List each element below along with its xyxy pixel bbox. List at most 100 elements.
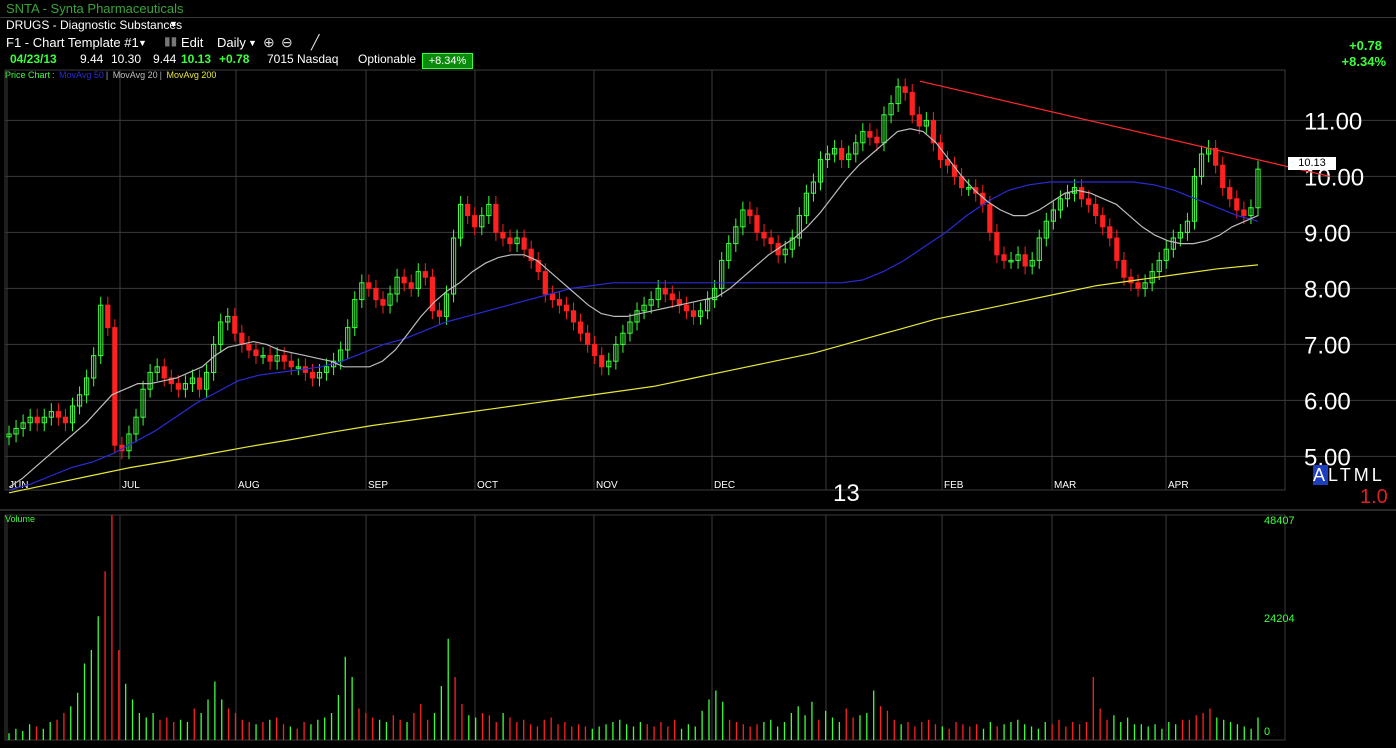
pencil-icon[interactable]: ╱ — [311, 34, 320, 50]
scale-button-t[interactable]: T — [1339, 465, 1354, 485]
candle — [27, 416, 33, 424]
y-tick-label: 11.00 — [1304, 108, 1362, 135]
candle — [316, 371, 323, 379]
legend-ma20[interactable]: MovAvg 20 — [112, 70, 158, 80]
candle — [288, 360, 294, 368]
candle — [683, 304, 690, 312]
candle — [450, 237, 457, 295]
candle — [1135, 282, 1141, 289]
candle — [1156, 259, 1162, 273]
quote-high: 10.30 — [111, 52, 142, 66]
candle — [697, 310, 704, 317]
candle — [76, 394, 83, 407]
legend-separator: | — [159, 70, 162, 80]
sector-bar[interactable]: DRUGS - Diagnostic Substances ▼ — [0, 17, 1396, 33]
candle — [309, 371, 316, 379]
candle — [147, 371, 153, 390]
chart-template-dropdown[interactable]: F1 - Chart Template #1 — [6, 35, 139, 50]
candle — [803, 192, 810, 217]
optionable-label: Optionable — [358, 52, 417, 66]
candle — [486, 203, 492, 217]
candle — [323, 366, 330, 373]
candle — [267, 355, 273, 362]
scale-button-a[interactable]: A — [1313, 465, 1329, 485]
candle — [140, 388, 146, 418]
candle — [443, 293, 450, 317]
scale-button-l-2[interactable]: L — [1371, 465, 1385, 485]
candle — [6, 433, 12, 438]
candle — [1220, 164, 1226, 189]
candle — [112, 327, 118, 446]
candle — [1093, 203, 1099, 217]
candle — [592, 343, 598, 357]
candle — [408, 282, 414, 289]
interval-dropdown[interactable]: Daily — [217, 35, 246, 50]
scale-button-m[interactable]: M — [1353, 465, 1372, 485]
legend-ma200[interactable]: MovAvg 200 — [166, 70, 217, 80]
candle — [747, 209, 753, 217]
candle — [1036, 237, 1042, 261]
candle — [874, 136, 880, 144]
candle — [479, 215, 485, 228]
candle — [909, 91, 915, 116]
candle — [359, 282, 365, 301]
candle — [218, 321, 224, 345]
candle — [1234, 198, 1240, 211]
candle — [493, 203, 499, 233]
zoom-in-icon[interactable]: ⊕ — [263, 34, 275, 50]
candle — [712, 287, 718, 301]
interval-dropdown-icon[interactable]: ▼ — [248, 38, 257, 48]
candle — [500, 231, 506, 239]
volume-pane-frame — [4, 514, 1286, 741]
candle — [1114, 237, 1120, 261]
candle — [817, 159, 824, 183]
candle — [373, 287, 379, 301]
ma50-line — [8, 181, 1259, 491]
candle — [867, 131, 873, 138]
candle — [542, 271, 548, 295]
sector-dropdown-icon[interactable]: ▼ — [169, 19, 178, 29]
candle — [41, 416, 47, 424]
x-tick-label: FEB — [944, 480, 964, 491]
candle — [796, 215, 802, 239]
candle — [274, 355, 280, 362]
x-tick-label: SEP — [368, 480, 388, 491]
year-marker: 13 — [833, 480, 860, 507]
candle — [1022, 254, 1028, 267]
candle — [853, 142, 859, 155]
x-tick-label: MAR — [1054, 480, 1076, 491]
candle — [966, 187, 972, 190]
candle — [1029, 259, 1035, 267]
y-tick-label: 8.00 — [1304, 276, 1351, 303]
candle — [951, 164, 958, 177]
edit-button[interactable]: Edit — [181, 35, 204, 50]
bar-chart-icon[interactable]: ▮▮ — [164, 34, 178, 48]
sector-label[interactable]: DRUGS - Diagnostic Substances — [6, 18, 183, 32]
title-bar: SNTA - Synta Pharmaceuticals — [0, 0, 1396, 18]
zoom-out-icon[interactable]: ⊖ — [281, 34, 293, 50]
candle — [754, 215, 760, 233]
candle — [888, 103, 894, 116]
candle — [994, 231, 1000, 256]
candle — [62, 416, 69, 424]
candle — [345, 327, 351, 351]
scale-button-l[interactable]: L — [1328, 465, 1340, 485]
candle — [253, 349, 259, 357]
chart-template-dropdown-icon[interactable]: ▼ — [138, 38, 147, 48]
candle — [352, 299, 358, 329]
candle — [1086, 198, 1092, 205]
legend-price-chart[interactable]: Price Chart — [5, 70, 51, 80]
candle — [514, 237, 520, 245]
legend-ma50[interactable]: MovAvg 50 — [59, 70, 104, 80]
candle — [768, 237, 774, 245]
toolbar: F1 - Chart Template #1 ▼ ▮▮ Edit Daily ▼… — [0, 34, 1396, 52]
candle — [916, 114, 922, 127]
candle — [161, 366, 167, 379]
candle — [704, 299, 711, 312]
candle — [126, 433, 132, 452]
header-pct-change: +8.34% — [1341, 54, 1386, 69]
quote-change: +0.78 — [219, 52, 250, 66]
candle — [203, 371, 210, 390]
candle — [599, 355, 605, 368]
